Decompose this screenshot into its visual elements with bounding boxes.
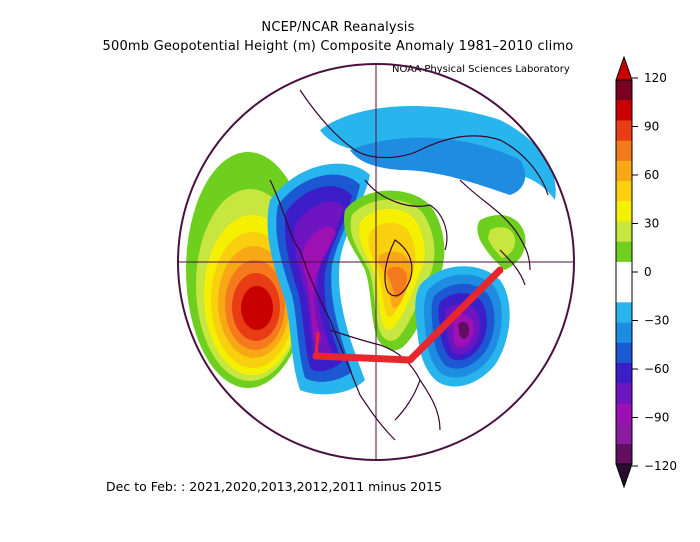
colorbar-cell — [616, 120, 632, 142]
colorbar-cell — [616, 80, 632, 101]
colorbar-cell — [616, 261, 632, 283]
colorbar-tick-label: −30 — [644, 314, 669, 328]
colorbar-tick-label: 0 — [644, 265, 652, 279]
colorbar-cell — [616, 221, 632, 243]
credit-label: NOAA Physical Sciences Laboratory — [392, 64, 570, 75]
map-boundary — [177, 63, 575, 461]
annotation-line — [312, 266, 504, 364]
colorbar-cell — [616, 423, 632, 445]
colorbar-tick-label: 90 — [644, 120, 659, 134]
colorbar-cell — [616, 282, 632, 303]
colorbar-tick-label: −60 — [644, 362, 669, 376]
colorbar-cell — [616, 201, 632, 222]
footer-caption: Dec to Feb: : 2021,2020,2013,2012,2011 m… — [106, 479, 442, 494]
colorbar-tick-label: −90 — [644, 411, 669, 425]
colorbar-cell — [616, 241, 632, 263]
colorbar-cell — [616, 160, 632, 182]
annotation-line-tick — [314, 331, 320, 357]
chart-main-title: 500mb Geopotential Height (m) Composite … — [102, 39, 574, 54]
colorbar-cell — [616, 322, 632, 344]
neg-anomaly-arc-north-inner — [350, 137, 526, 195]
colorbar-cell — [616, 140, 632, 162]
colorbar-cell — [616, 443, 632, 465]
colorbar-tick-label: 120 — [644, 71, 667, 85]
neg-anomaly-west-na-core — [302, 226, 336, 343]
colorbar-tick-label: −120 — [644, 459, 677, 473]
colorbar-cell — [616, 403, 632, 425]
neg-anomaly-atlantic-core — [458, 321, 470, 339]
colorbar-cell — [616, 383, 632, 404]
colorbar-arrow-top — [615, 55, 633, 81]
colorbar-tick-label: 60 — [644, 168, 659, 182]
colorbar-arrow-bottom — [615, 463, 633, 489]
colorbar-cells — [615, 79, 633, 465]
chart-source-title: NCEP/NCAR Reanalysis — [261, 20, 415, 35]
pos-anomaly-pacific-core — [241, 286, 273, 330]
colorbar: 120 90 60 30 0 −30 −60 −90 −120 — [615, 55, 677, 489]
colorbar-cell — [616, 181, 632, 202]
anomaly-field — [178, 64, 574, 460]
colorbar-cell — [616, 342, 632, 364]
colorbar-cell — [616, 100, 632, 121]
colorbar-cell — [616, 302, 632, 324]
colorbar-cell — [616, 362, 632, 384]
pos-anomaly-arctic-core — [387, 266, 408, 298]
colorbar-tick-label: 30 — [644, 217, 659, 231]
